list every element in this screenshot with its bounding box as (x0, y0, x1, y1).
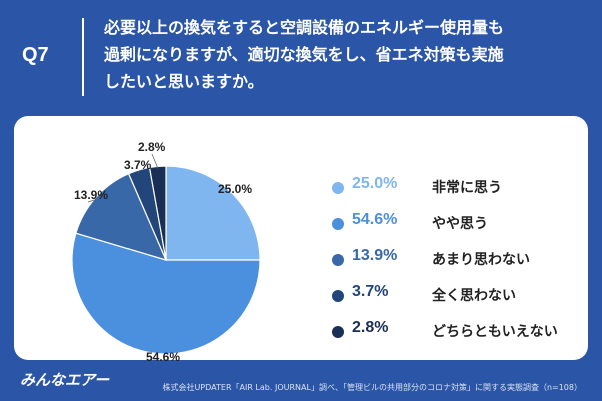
legend-item: 3.7% 全く思わない (332, 282, 572, 318)
legend-swatch (332, 182, 344, 194)
question-line-3: したいと思いますか。 (104, 72, 264, 91)
question-header: Q7 必要以上の換気をすると空調設備のエネルギー使用量も 過剰になりますが、適切… (0, 0, 602, 108)
slice-label: 2.8% (138, 140, 166, 154)
brand-logo: みんなエアー (20, 371, 110, 389)
leader-line (151, 153, 159, 169)
legend-percent: 13.9% (352, 247, 398, 264)
footer: みんなエアー 株式会社UPDATER「AIR Lab. JOURNAL」調べ、「… (0, 360, 602, 401)
source-credit: 株式会社UPDATER「AIR Lab. JOURNAL」調べ、「管理ビルの共用… (162, 383, 582, 392)
slice-label: 13.9% (74, 188, 109, 202)
legend-label: 非常に思う (432, 180, 502, 196)
slice-label: 54.6% (146, 350, 181, 364)
legend-percent: 25.0% (352, 175, 398, 192)
chart-card: 25.0% 54.6% 13.9% 3.7% 2.8% 25.0% 非常に思う 54.6… (14, 116, 588, 364)
legend-label: 全く思わない (432, 288, 516, 304)
legend-percent: 2.8% (352, 319, 389, 336)
legend-item: 25.0% 非常に思う (332, 174, 572, 210)
legend-percent: 3.7% (352, 283, 389, 300)
legend-swatch (332, 290, 344, 302)
question-line-1: 必要以上の換気をすると空調設備のエネルギー使用量も (104, 18, 505, 37)
legend-label: あまり思わない (432, 252, 530, 268)
pie-slice (71, 232, 261, 355)
slice-label: 3.7% (124, 158, 152, 172)
legend-swatch (332, 218, 344, 230)
slice-label: 25.0% (218, 182, 253, 196)
pie-slice (148, 165, 167, 261)
pie-chart (71, 153, 261, 355)
legend-item: 2.8% どちらともいえない (332, 318, 572, 354)
pie-slice (75, 172, 168, 261)
legend-swatch (332, 326, 344, 338)
legend-label: やや思う (432, 216, 488, 232)
leader-line (87, 198, 98, 203)
legend-percent: 54.6% (352, 211, 398, 228)
pie-slice (165, 165, 261, 261)
question-line-2: 過剰になりますが、適切な換気をし、省エネ対策も実施 (104, 45, 504, 64)
legend-label: どちらともいえない (432, 324, 558, 340)
legend-swatch (332, 254, 344, 266)
header-divider (82, 18, 84, 96)
legend-item: 13.9% あまり思わない (332, 246, 572, 282)
question-text: 必要以上の換気をすると空調設備のエネルギー使用量も 過剰になりますが、適切な換気… (104, 14, 574, 95)
question-number: Q7 (22, 44, 49, 66)
legend-item: 54.6% やや思う (332, 210, 572, 246)
legend: 25.0% 非常に思う 54.6% やや思う 13.9% あまり思わない 3.7… (332, 174, 572, 354)
